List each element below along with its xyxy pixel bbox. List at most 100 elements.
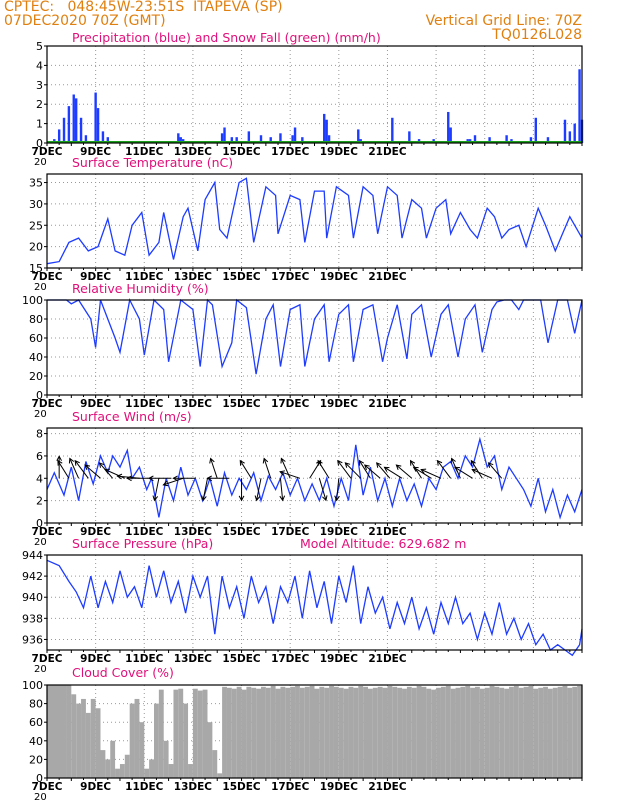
wind-arrow xyxy=(396,464,413,479)
y-tick-label: 40 xyxy=(29,351,43,364)
wind-arrow-head xyxy=(420,468,427,474)
cloud-bar xyxy=(455,687,461,778)
cloud-bar xyxy=(543,686,548,778)
wind-arrow-head xyxy=(238,495,245,502)
wind-arrow xyxy=(84,464,101,479)
date-label: 9DEC xyxy=(80,526,111,538)
y-tick-label: 60 xyxy=(29,716,43,729)
cloud-bar xyxy=(406,686,412,778)
precip-bar xyxy=(449,127,452,143)
precip-bar xyxy=(447,111,450,143)
year-stub-label: 20 xyxy=(34,537,47,548)
cloud-bar xyxy=(499,687,505,778)
series-line xyxy=(46,436,583,520)
cloud-bar xyxy=(299,687,305,778)
date-label: 9DEC xyxy=(80,781,111,793)
cloud-bar xyxy=(304,686,310,778)
date-label: 7DEC xyxy=(32,781,63,793)
wind-arrow xyxy=(472,469,493,479)
wind-arrow-head xyxy=(126,475,132,482)
wind-arrow-head xyxy=(412,466,419,472)
cloud-bar xyxy=(71,694,77,778)
panel-title: Surface Temperature (nC) xyxy=(72,155,233,170)
cloud-bar xyxy=(226,687,232,778)
precip-bar xyxy=(357,129,360,143)
cloud-bar xyxy=(557,686,563,778)
cloud-bar xyxy=(129,703,135,778)
date-label: 15DEC xyxy=(222,653,261,665)
cloud-bar xyxy=(436,687,441,778)
date-label: 11DEC xyxy=(125,398,164,410)
date-label: 7DEC xyxy=(32,526,63,538)
cloud-bar xyxy=(217,773,223,778)
wind-arrow xyxy=(344,462,362,479)
cloud-bar xyxy=(450,688,456,778)
date-label: 13DEC xyxy=(174,398,213,410)
date-label: 15DEC xyxy=(222,781,261,793)
date-label: 17DEC xyxy=(271,271,310,283)
cloud-bar xyxy=(338,687,344,778)
cloud-bar xyxy=(256,688,261,778)
y-tick-label: 100 xyxy=(22,679,43,692)
date-label: 13DEC xyxy=(174,653,213,665)
date-label: 21DEC xyxy=(368,653,407,665)
precip-bar xyxy=(247,131,251,143)
wind-arrow xyxy=(163,477,184,486)
date-label: 17DEC xyxy=(271,398,310,410)
cloud-bar xyxy=(445,685,451,778)
cloud-bar xyxy=(552,687,558,778)
series-line xyxy=(46,177,583,265)
wind-arrow-head xyxy=(279,495,286,502)
cloud-bar xyxy=(163,740,169,778)
precip-bar xyxy=(301,137,304,143)
date-label: 13DEC xyxy=(174,271,213,283)
wind-arrow-head xyxy=(409,459,416,466)
y-tick-label: 6 xyxy=(36,450,43,463)
date-label: 21DEC xyxy=(368,781,407,793)
wind-arrow-head xyxy=(56,455,62,461)
panel-frame xyxy=(46,554,583,651)
wind-arrow xyxy=(337,460,352,479)
y-tick-label: 20 xyxy=(29,370,43,383)
cloud-bar xyxy=(231,688,237,778)
y-tick-label: 3 xyxy=(36,79,43,92)
date-label: 13DEC xyxy=(174,146,213,158)
wind-arrow-head xyxy=(471,468,478,474)
wind-arrow-head xyxy=(206,475,213,482)
cloud-bar xyxy=(416,685,422,778)
wind-arrow-head xyxy=(74,459,80,466)
wind-arrow xyxy=(437,460,452,479)
cloud-bar xyxy=(183,703,189,778)
precip-bar xyxy=(573,123,576,143)
cloud-bar xyxy=(188,764,193,778)
wind-arrow-head xyxy=(152,495,159,502)
cloud-bar xyxy=(149,759,154,778)
cloud-bar xyxy=(285,687,291,778)
y-tick-label: 4 xyxy=(36,472,43,485)
cloud-bar xyxy=(192,688,198,778)
panel-frame xyxy=(46,173,583,269)
precip-bar xyxy=(505,135,508,143)
cloud-bar xyxy=(124,754,130,778)
wind-arrow-head xyxy=(487,462,494,468)
date-label: 17DEC xyxy=(271,653,310,665)
cloud-bar xyxy=(358,685,364,778)
date-label: 15DEC xyxy=(222,146,261,158)
cloud-bar xyxy=(475,686,480,778)
y-tick-label: 940 xyxy=(22,591,43,604)
wind-arrow xyxy=(210,458,218,479)
wind-arrow-head xyxy=(262,457,269,464)
cloud-bar xyxy=(572,686,578,778)
wind-arrow-head xyxy=(162,480,169,487)
cloud-bar xyxy=(95,708,101,778)
wind-arrow xyxy=(318,478,327,501)
cloud-bar xyxy=(290,686,296,778)
model-code: TQ0126L028 xyxy=(492,27,582,43)
date-label: 17DEC xyxy=(271,781,310,793)
precip-bar xyxy=(84,135,88,143)
cloud-bar xyxy=(85,712,91,778)
y-tick-label: 944 xyxy=(22,549,43,562)
wind-arrow-head xyxy=(450,457,456,464)
wind-arrow xyxy=(384,466,403,479)
